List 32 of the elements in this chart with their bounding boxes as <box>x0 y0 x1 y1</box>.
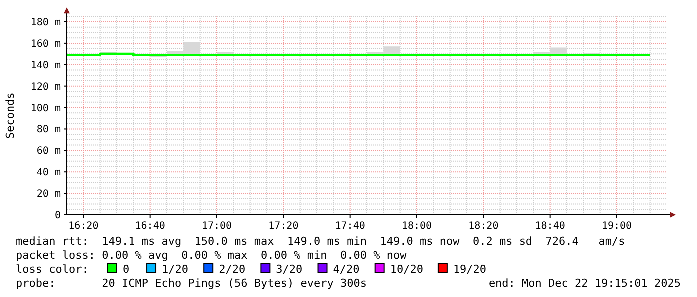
y-tick-label: 20 m <box>36 189 61 200</box>
x-tick-label: 16:20 <box>68 221 99 232</box>
y-axis-title: Seconds <box>4 92 17 139</box>
x-tick-label: 16:40 <box>135 221 166 232</box>
x-tick-label: 17:00 <box>202 221 232 232</box>
text: packet loss: 0.00 % avg 0.00 % max 0.00 % min 0.00 % now <box>16 249 408 262</box>
y-tick-label: 160 m <box>30 38 61 50</box>
y-tick-label: 40 m <box>36 168 61 179</box>
y-tick-label: 80 m <box>36 124 61 136</box>
legend-label: 2/20 <box>219 263 246 276</box>
legend-label: 10/20 <box>390 263 424 276</box>
legend-label: 19/20 <box>453 263 487 276</box>
legend-label: 3/20 <box>276 263 303 276</box>
x-tick-label: 19:00 <box>602 221 632 232</box>
text: end: Mon Dec 22 19:15:01 2025 <box>488 277 681 290</box>
x-tick-label: 18:00 <box>402 221 432 232</box>
legend-label: 0 <box>123 263 130 276</box>
legend-label: 1/20 <box>162 263 189 276</box>
text: probe: 20 ICMP Echo Pings (56 Bytes) every 300s <box>16 277 367 290</box>
x-tick-label: 18:20 <box>468 221 499 232</box>
x-tick-label: 17:20 <box>268 221 299 232</box>
y-tick-label: 0 <box>54 210 61 222</box>
y-tick-label: 180 m <box>30 18 61 28</box>
x-tick-label: 18:40 <box>535 221 566 232</box>
legend-title: loss color: <box>16 263 89 276</box>
legend-label: 4/20 <box>333 263 360 276</box>
y-tick-label: 120 m <box>30 82 61 93</box>
y-tick-label: 140 m <box>30 60 61 72</box>
y-tick-label: 60 m <box>36 146 61 158</box>
x-tick-label: 17:40 <box>335 221 366 232</box>
y-tick-label: 100 m <box>30 103 61 114</box>
text: median rtt: 149.1 ms avg 150.0 ms max 149.0 ms min 149.0 ms now 0.2 ms sd 726.4 am/s <box>16 235 626 248</box>
